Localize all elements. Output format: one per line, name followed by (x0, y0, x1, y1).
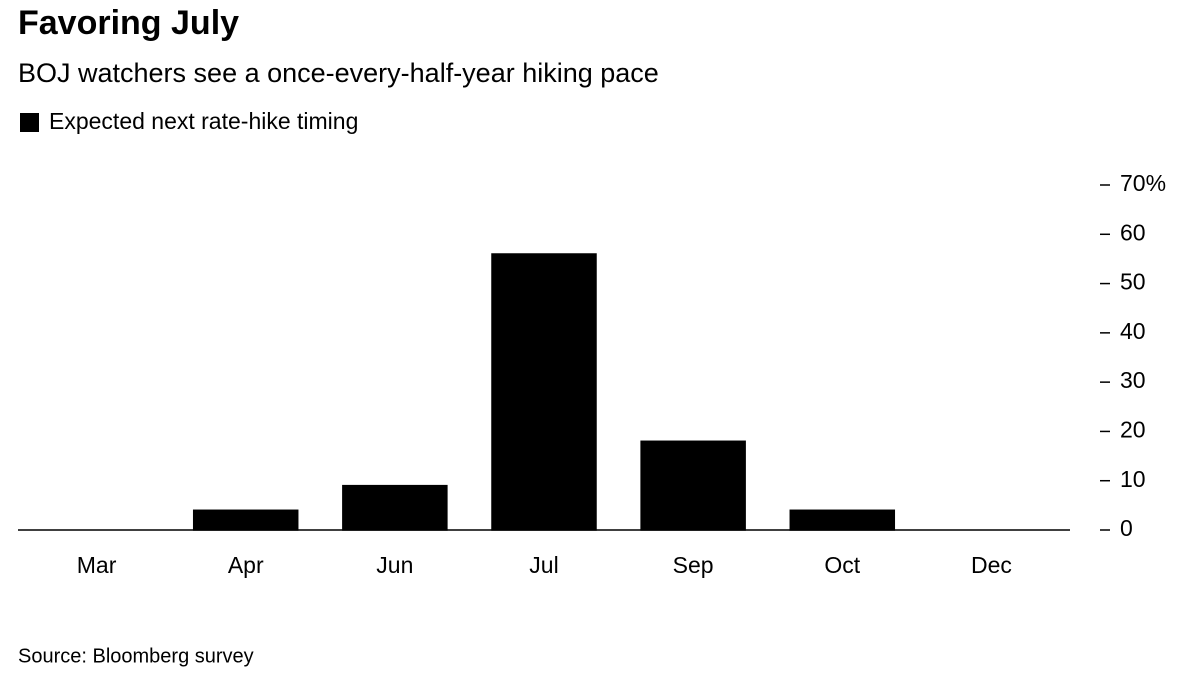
x-tick-label: Jun (376, 552, 413, 578)
y-tick-label: 70% (1120, 170, 1166, 196)
x-tick-label: Jul (529, 552, 558, 578)
y-tick-label: 10 (1120, 466, 1146, 492)
x-tick-label: Sep (673, 552, 714, 578)
bar (192, 509, 299, 531)
y-tick-label: 20 (1120, 417, 1146, 443)
x-tick-label: Mar (77, 552, 117, 578)
bar (342, 484, 448, 531)
x-tick-label: Oct (824, 552, 860, 578)
x-tick-label: Apr (228, 552, 264, 578)
legend-label: Expected next rate-hike timing (49, 108, 358, 134)
bar (491, 253, 597, 531)
y-tick-label: 40 (1120, 318, 1146, 344)
y-tick-label: 30 (1120, 367, 1146, 393)
x-tick-label: Dec (971, 552, 1012, 578)
bar (640, 440, 746, 531)
y-tick-label: 0 (1120, 515, 1133, 541)
chart-title: Favoring July (18, 4, 239, 42)
y-tick-label: 50 (1120, 269, 1146, 295)
bar (789, 509, 896, 531)
chart-subtitle: BOJ watchers see a once-every-half-year … (18, 58, 659, 88)
y-tick-label: 60 (1120, 219, 1146, 245)
legend-swatch (20, 113, 39, 132)
source: Source: Bloomberg survey (18, 645, 254, 667)
